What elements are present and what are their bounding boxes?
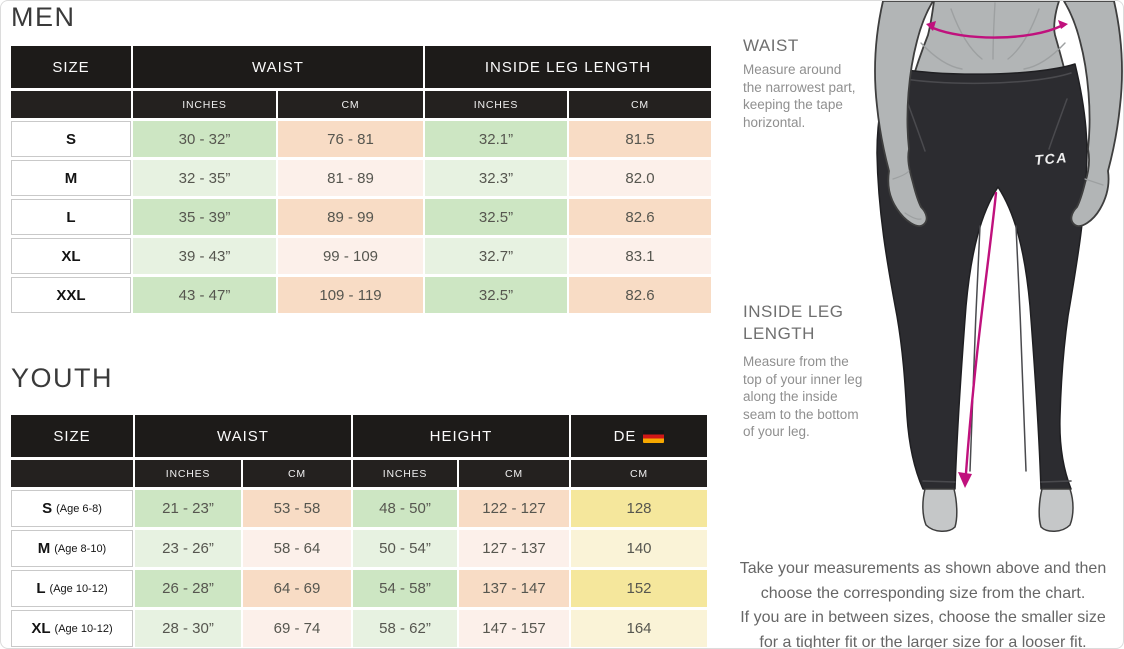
waist-instruction-heading: WAIST <box>743 36 799 55</box>
waist-cm-cell: 99 - 109 <box>278 238 423 274</box>
youth-size-table: SIZE WAIST HEIGHT DE INCHES CM INCHES CM… <box>11 415 707 647</box>
waist-cm-cell: 89 - 99 <box>278 199 423 235</box>
leg-cm-cell: 82.0 <box>569 160 711 196</box>
measurement-figure: TCA <box>849 1 1123 546</box>
waist-cm-cell: 109 - 119 <box>278 277 423 313</box>
leg-cm-cell: 82.6 <box>569 199 711 235</box>
men-section-title: MEN <box>11 2 76 32</box>
men-subheader-waist-cm: CM <box>278 91 423 118</box>
waist-inches-cell: 30 - 32” <box>133 121 276 157</box>
height-inches-cell: 48 - 50” <box>353 490 457 527</box>
height-inches-cell: 58 - 62” <box>353 610 457 647</box>
leg-cm-cell: 83.1 <box>569 238 711 274</box>
fitting-advice-line: for a tighter fit or the larger size for… <box>759 633 1087 649</box>
age-label: (Age 6-8) <box>56 502 102 515</box>
size-label-cell: M (Age 8-10) <box>11 530 133 567</box>
age-label: (Age 10-12) <box>49 582 108 595</box>
waist-inches-cell: 35 - 39” <box>133 199 276 235</box>
waist-inches-cell: 43 - 47” <box>133 277 276 313</box>
size-label-cell: S <box>11 121 131 157</box>
youth-header-height: HEIGHT <box>353 415 569 457</box>
men-subheader-leg-cm: CM <box>569 91 711 118</box>
size-label-cell: XL <box>11 238 131 274</box>
waist-cm-cell: 81 - 89 <box>278 160 423 196</box>
height-inches-cell: 50 - 54” <box>353 530 457 567</box>
leg-cm-cell: 81.5 <box>569 121 711 157</box>
size-label-cell: M <box>11 160 131 196</box>
de-label: DE <box>613 427 637 445</box>
fitting-advice-line: Take your measurements as shown above an… <box>739 560 1107 577</box>
waist-inches-cell: 39 - 43” <box>133 238 276 274</box>
fitting-advice-line: If you are in between sizes, choose the … <box>740 609 1106 626</box>
de-cm-cell: 128 <box>571 490 707 527</box>
size-label-cell: L <box>11 199 131 235</box>
size-label: L <box>36 580 46 597</box>
waist-inches-cell: 28 - 30” <box>135 610 241 647</box>
waist-inches-cell: 23 - 26” <box>135 530 241 567</box>
waist-instruction-body: Measure around the narrowest part, keepi… <box>743 62 856 130</box>
leg-inches-cell: 32.3” <box>425 160 567 196</box>
youth-header-size: SIZE <box>11 415 133 457</box>
size-label: S <box>42 500 53 517</box>
youth-subheader-height-inches: INCHES <box>353 460 457 487</box>
men-header-inside-leg: INSIDE LEG LENGTH <box>425 46 711 88</box>
youth-subheader-height-cm: CM <box>459 460 569 487</box>
waist-inches-cell: 32 - 35” <box>133 160 276 196</box>
age-label: (Age 8-10) <box>54 542 107 555</box>
waist-measure-arrow <box>926 20 1068 39</box>
de-cm-cell: 164 <box>571 610 707 647</box>
germany-flag-icon <box>643 429 665 443</box>
de-cm-cell: 152 <box>571 570 707 607</box>
mannequin-illustration: TCA <box>874 1 1123 532</box>
youth-header-waist: WAIST <box>135 415 351 457</box>
inside-leg-instruction-body: Measure from the top of your inner leg a… <box>743 354 863 439</box>
inside-leg-measure-arrow <box>958 191 998 488</box>
youth-section-title: YOUTH <box>11 363 113 393</box>
waist-cm-cell: 64 - 69 <box>243 570 351 607</box>
waist-cm-cell: 69 - 74 <box>243 610 351 647</box>
men-subheader-leg-inches: INCHES <box>425 91 567 118</box>
men-subheader-waist-inches: INCHES <box>133 91 276 118</box>
fitting-advice-text: Take your measurements as shown above an… <box>725 557 1121 649</box>
waist-inches-cell: 21 - 23” <box>135 490 241 527</box>
leg-inches-cell: 32.5” <box>425 199 567 235</box>
size-label-cell: S (Age 6-8) <box>11 490 133 527</box>
size-label-cell: L (Age 10-12) <box>11 570 133 607</box>
height-cm-cell: 122 - 127 <box>459 490 569 527</box>
height-cm-cell: 127 - 137 <box>459 530 569 567</box>
size-label-cell: XXL <box>11 277 131 313</box>
youth-subheader-de-cm: CM <box>571 460 707 487</box>
waist-cm-cell: 58 - 64 <box>243 530 351 567</box>
height-inches-cell: 54 - 58” <box>353 570 457 607</box>
youth-subheader-waist-cm: CM <box>243 460 351 487</box>
de-cm-cell: 140 <box>571 530 707 567</box>
men-header-size: SIZE <box>11 46 131 88</box>
size-label: XL <box>31 620 51 637</box>
men-header-waist: WAIST <box>133 46 423 88</box>
tca-logo: TCA <box>1034 149 1069 168</box>
size-label-cell: XL (Age 10-12) <box>11 610 133 647</box>
height-cm-cell: 137 - 147 <box>459 570 569 607</box>
height-cm-cell: 147 - 157 <box>459 610 569 647</box>
men-size-table: SIZE WAIST INSIDE LEG LENGTH INCHES CM I… <box>11 46 711 313</box>
fitting-advice-line: choose the corresponding size from the c… <box>760 584 1086 602</box>
inside-leg-instruction-heading: INSIDE LEG LENGTH <box>743 302 844 343</box>
youth-header-de: DE <box>571 415 707 457</box>
leg-inches-cell: 32.1” <box>425 121 567 157</box>
leg-cm-cell: 82.6 <box>569 277 711 313</box>
age-label: (Age 10-12) <box>54 622 113 635</box>
waist-inches-cell: 26 - 28” <box>135 570 241 607</box>
men-subheader-blank <box>11 91 131 118</box>
leg-inches-cell: 32.5” <box>425 277 567 313</box>
youth-subheader-waist-inches: INCHES <box>135 460 241 487</box>
leg-inches-cell: 32.7” <box>425 238 567 274</box>
waist-cm-cell: 53 - 58 <box>243 490 351 527</box>
youth-subheader-blank <box>11 460 133 487</box>
size-label: M <box>37 540 51 557</box>
waist-cm-cell: 76 - 81 <box>278 121 423 157</box>
